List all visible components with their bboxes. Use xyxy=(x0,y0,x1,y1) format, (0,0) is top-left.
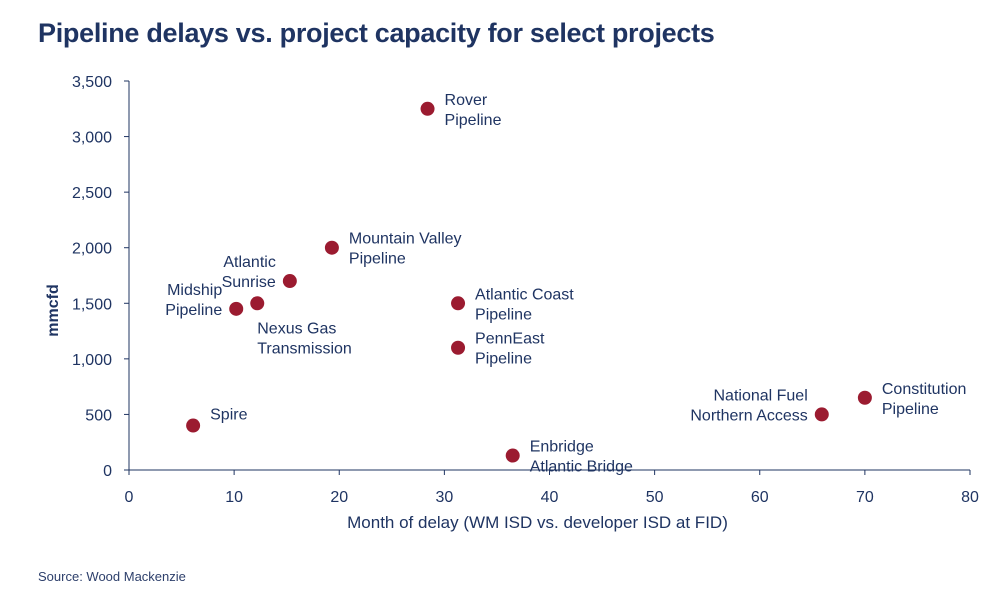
data-point[interactable] xyxy=(324,240,339,255)
data-point-label: Atlantic Sunrise xyxy=(222,254,276,291)
data-point[interactable] xyxy=(250,296,265,311)
data-point-label: Midship Pipeline xyxy=(165,282,222,319)
x-tick-label: 20 xyxy=(330,489,348,506)
data-point-label: Enbridge Atlantic Bridge xyxy=(530,439,633,476)
y-tick-label: 1,500 xyxy=(72,296,112,313)
data-point-label: PennEast Pipeline xyxy=(475,331,545,368)
x-tick-label: 0 xyxy=(125,489,134,506)
x-tick-label: 80 xyxy=(961,489,979,506)
data-point-label: National Fuel Northern Access xyxy=(690,387,807,424)
data-point-label: Constitution Pipeline xyxy=(882,381,967,418)
data-point-label: Atlantic Coast Pipeline xyxy=(475,286,574,323)
y-tick-label: 3,500 xyxy=(72,74,112,91)
data-point[interactable] xyxy=(186,418,201,433)
data-point-label: Spire xyxy=(210,407,247,424)
x-tick-label: 50 xyxy=(646,489,664,506)
y-tick-label: 0 xyxy=(103,463,112,480)
y-tick-label: 3,000 xyxy=(72,130,112,147)
x-tick-label: 10 xyxy=(225,489,243,506)
data-point[interactable] xyxy=(229,301,244,316)
x-axis-label: Month of delay (WM ISD vs. developer ISD… xyxy=(347,513,728,532)
source-note: Source: Wood Mackenzie xyxy=(38,569,186,584)
data-point[interactable] xyxy=(451,340,466,355)
x-tick-label: 70 xyxy=(856,489,874,506)
chart-title: Pipeline delays vs. project capacity for… xyxy=(38,18,715,48)
data-point[interactable] xyxy=(814,407,829,422)
data-point-label: Mountain Valley Pipeline xyxy=(349,231,462,268)
y-tick-label: 1,000 xyxy=(72,352,112,369)
x-tick-label: 30 xyxy=(435,489,453,506)
data-point[interactable] xyxy=(420,101,435,116)
y-tick-label: 500 xyxy=(85,407,112,424)
data-point[interactable] xyxy=(857,390,872,405)
data-point-label: Rover Pipeline xyxy=(445,92,502,129)
y-tick-label: 2,000 xyxy=(72,241,112,258)
data-point[interactable] xyxy=(451,296,466,311)
y-axis-label: mmcfd xyxy=(45,284,62,336)
y-tick-label: 2,500 xyxy=(72,185,112,202)
x-tick-label: 40 xyxy=(541,489,559,506)
x-tick-label: 60 xyxy=(751,489,769,506)
data-point[interactable] xyxy=(282,274,297,289)
data-point-label: Nexus Gas Transmission xyxy=(257,320,352,357)
data-point[interactable] xyxy=(505,448,520,463)
